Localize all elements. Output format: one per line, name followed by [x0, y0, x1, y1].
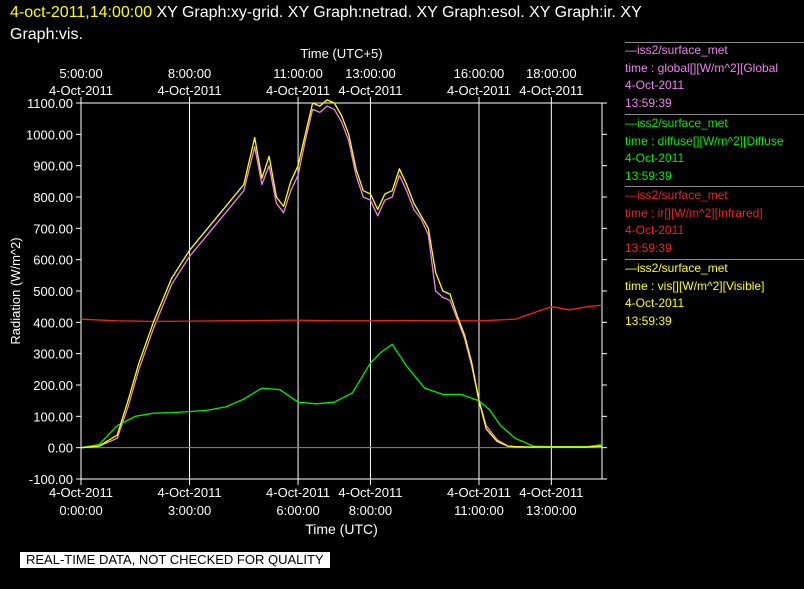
x-tick-label-time: 8:00:00: [349, 503, 392, 518]
x-tick-label-date: 4-Oct-2011: [266, 485, 330, 500]
legend-entry-line1: —iss2/surface_met: [625, 261, 728, 275]
x-tick-label-date: 4-Oct-2011: [447, 485, 511, 500]
legend-entry-line3: 4-Oct-2011: [625, 223, 685, 238]
x-top-tick-label-date: 4-Oct-2011: [158, 83, 222, 98]
x-top-tick-label-time: 13:00:00: [345, 66, 396, 81]
series-line-ir: [80, 304, 603, 323]
x-tick-label-time: 11:00:00: [454, 503, 504, 518]
chart-series: [80, 99, 603, 449]
title-graph-list: XY Graph:xy-grid. XY Graph:netrad. XY Gr…: [156, 4, 642, 21]
legend-entry-line4: 13:59:39: [625, 168, 672, 183]
x-tick-label-time: 3:00:00: [168, 503, 211, 518]
y-tick-label: 800.00: [33, 190, 73, 205]
x-tick-label-time: 13:00:00: [526, 503, 577, 518]
y-tick-label: 700.00: [33, 221, 73, 236]
graph-title: 4-oct-2011,14:00:00 XY Graph:xy-grid. XY…: [10, 2, 800, 46]
legend-entry-line4: 13:59:39: [625, 95, 672, 110]
x-top-tick-label-time: 8:00:00: [168, 66, 211, 81]
legend-entry-line1: —iss2/surface_met: [625, 116, 728, 130]
title-timestamp: 4-oct-2011,14:00:00: [10, 4, 153, 21]
legend-entry-line1: —iss2/surface_met: [625, 188, 728, 202]
legend-entry-line3: 4-Oct-2011: [625, 78, 685, 93]
series-line-diffuse: [80, 343, 603, 449]
x-tick-label-date: 4-Oct-2011: [158, 485, 222, 500]
y-tick-label: 400.00: [33, 315, 73, 330]
x-tick-label-date: 4-Oct-2011: [49, 485, 113, 500]
y-tick-label: 600.00: [33, 253, 73, 268]
title-graph-list-cont: Graph:vis.: [10, 26, 83, 43]
plot-frame: [80, 102, 603, 480]
x-tick-label-date: 4-Oct-2011: [519, 485, 583, 500]
x-tick-label-time: 6:00:00: [276, 503, 319, 518]
y-axis-label: Radiation (W/m^2): [8, 237, 23, 344]
legend-entry-line3: 4-Oct-2011: [625, 151, 685, 166]
y-tick-label: -100.00: [29, 472, 73, 487]
x-top-tick-label-time: 11:00:00: [273, 66, 323, 81]
quality-disclaimer: REAL-TIME DATA, NOT CHECKED FOR QUALITY: [20, 552, 330, 568]
chart-labels: -100.00 0.00 100.00 200.00 300.00 400.00 500.0…: [8, 46, 583, 537]
legend-entry-line2: time : global[][W/m^2][Global: [625, 60, 779, 75]
x-tick-label-time: 0:00:00: [59, 503, 102, 518]
series-line-vis: [80, 99, 603, 449]
x-top-tick-label-time: 16:00:00: [454, 66, 505, 81]
legend-entry-line1: —iss2/surface_met: [625, 43, 728, 57]
x-top-tick-label-time: 18:00:00: [526, 66, 577, 81]
chart-grid: [81, 103, 602, 479]
x-top-tick-label-date: 4-Oct-2011: [338, 83, 402, 98]
x2-axis-label: Time (UTC+5): [300, 46, 382, 61]
x-top-tick-label-date: 4-Oct-2011: [266, 83, 330, 98]
y-tick-label: 200.00: [33, 378, 73, 393]
y-tick-label: 1000.00: [26, 127, 73, 142]
x-top-tick-label-date: 4-Oct-2011: [519, 83, 583, 98]
legend-separator: [625, 259, 804, 260]
y-tick-label: 0.00: [48, 441, 73, 456]
y-tick-label: 900.00: [33, 159, 73, 174]
legend-entry-line4: 13:59:39: [625, 313, 672, 328]
y-tick-label: 500.00: [33, 284, 73, 299]
legend-entry-line4: 13:59:39: [625, 240, 672, 255]
legend-separator: [625, 42, 804, 43]
chart-axes: [76, 97, 607, 485]
y-tick-label: 300.00: [33, 347, 73, 362]
x-top-tick-label-date: 4-Oct-2011: [447, 83, 511, 98]
x-top-tick-label-date: 4-Oct-2011: [49, 83, 113, 98]
legend-entry-line2: time : ir[][W/m^2][Infrared]: [625, 205, 763, 220]
legend-separator: [625, 114, 804, 115]
legend-entry-line2: time : vis[][W/m^2][Visible]: [625, 278, 765, 293]
y-tick-label: 1100.00: [27, 96, 73, 111]
legend-separator: [625, 186, 804, 187]
x-top-tick-label-time: 5:00:00: [59, 66, 102, 81]
series-line-global: [80, 105, 603, 449]
x-tick-label-date: 4-Oct-2011: [338, 485, 402, 500]
x-axis-label: Time (UTC): [305, 521, 378, 537]
y-tick-label: 100.00: [33, 409, 73, 424]
legend-entry-line3: 4-Oct-2011: [625, 296, 685, 311]
legend-entry-line2: time : diffuse[][W/m^2][Diffuse: [625, 133, 784, 148]
